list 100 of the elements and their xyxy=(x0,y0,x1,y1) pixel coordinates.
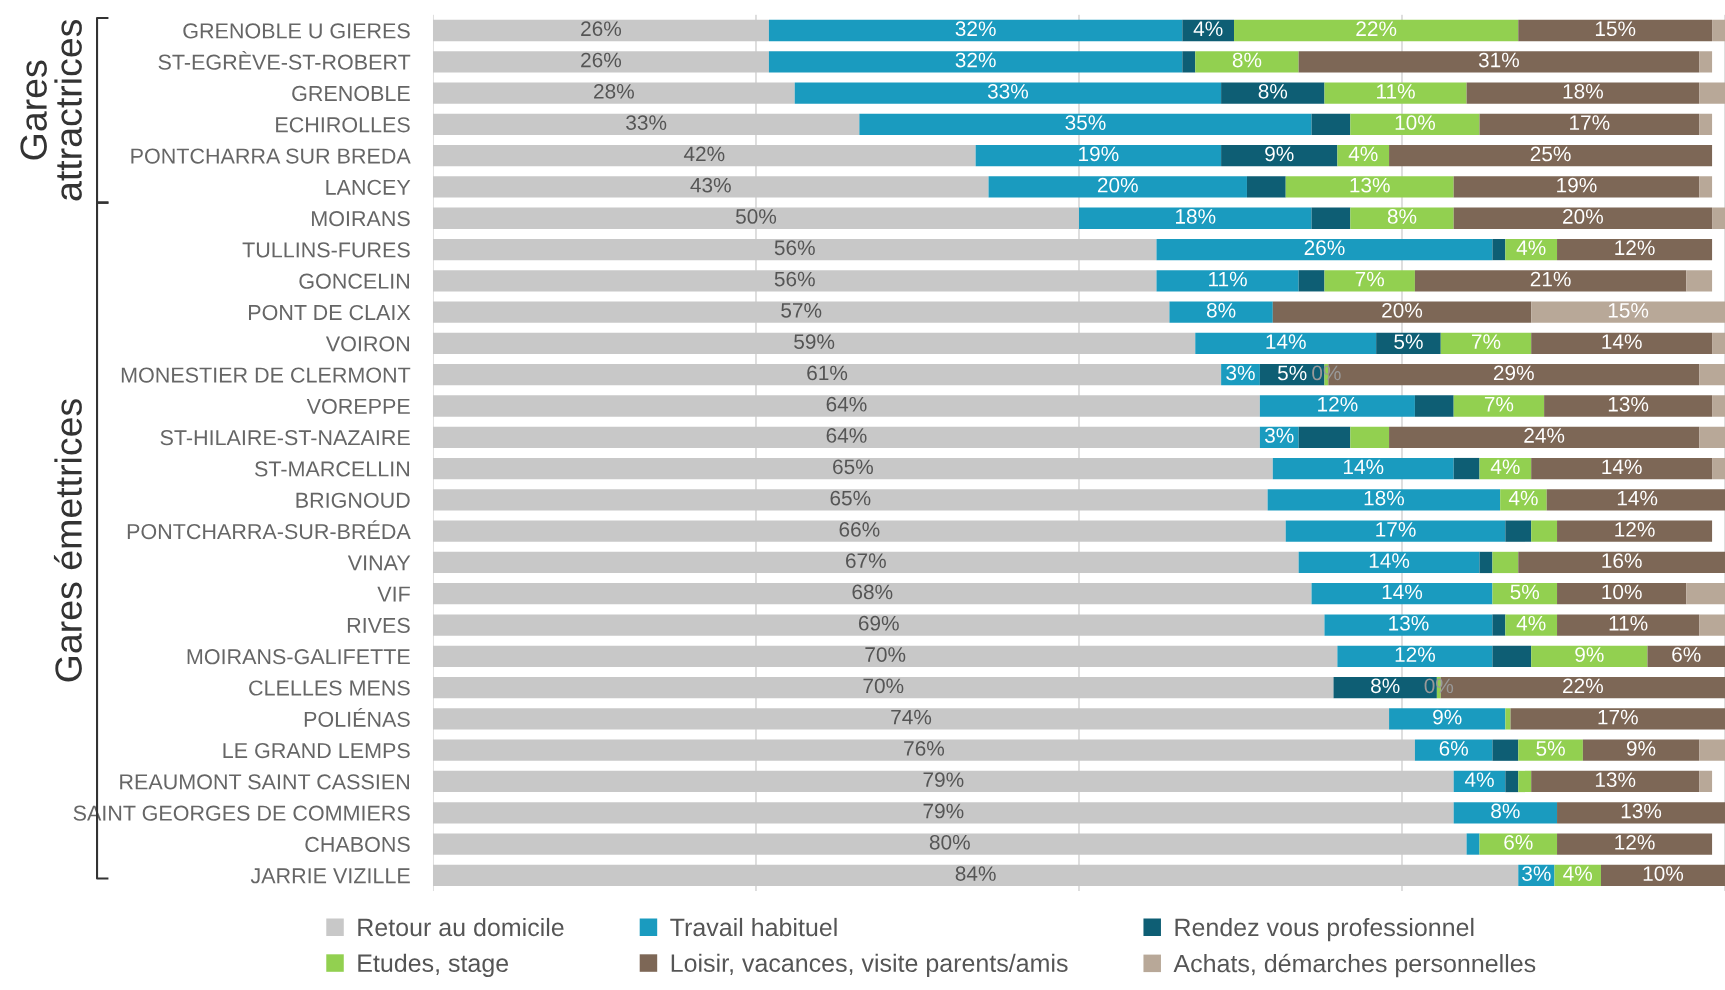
bar xyxy=(1311,113,1351,136)
bar xyxy=(1531,457,1713,480)
bar xyxy=(1350,113,1480,136)
data-label: 65% xyxy=(830,490,871,506)
y-tick-label: PONTCHARRA-SUR-BRÉDA xyxy=(127,520,411,540)
data-label: 3% xyxy=(1264,428,1294,443)
bar xyxy=(1414,270,1687,292)
bar xyxy=(1414,395,1454,417)
data-label: 66% xyxy=(839,521,880,537)
bar xyxy=(988,176,1247,198)
data-label: 4% xyxy=(1193,21,1223,37)
data-label: 18% xyxy=(1364,490,1405,506)
data-label: 68% xyxy=(852,584,893,600)
data-label: 8% xyxy=(1206,302,1236,318)
bar xyxy=(1324,82,1467,104)
data-label: 13% xyxy=(1350,177,1390,193)
data-label: 32% xyxy=(955,21,996,37)
data-label: 11% xyxy=(1209,271,1247,287)
data-label: 20% xyxy=(1097,177,1138,193)
bar xyxy=(1531,332,1713,355)
data-label: 9% xyxy=(1433,709,1462,725)
bar xyxy=(1453,395,1545,417)
y-tick-label: TULLINS-FURES xyxy=(242,242,410,258)
data-label: 70% xyxy=(865,647,906,662)
data-label: 28% xyxy=(594,83,634,99)
bar xyxy=(1453,457,1480,480)
y-tick-label: GRENOBLE U GIERES xyxy=(183,23,410,39)
bar xyxy=(1557,520,1713,542)
bar xyxy=(1285,176,1454,198)
bar xyxy=(1389,708,1506,730)
y-tick-label: MOIRANS-GALIFETTE xyxy=(187,649,410,665)
data-label: 18% xyxy=(1176,209,1216,224)
bar xyxy=(1557,833,1713,855)
data-label: 35% xyxy=(1065,115,1106,130)
data-label: 12% xyxy=(1395,647,1436,662)
bar xyxy=(1505,520,1532,542)
bar xyxy=(1531,301,1725,323)
text: Gares attractrices xyxy=(20,19,82,201)
bar xyxy=(1479,551,1493,574)
data-label: 6% xyxy=(1504,834,1533,850)
data-label: 8% xyxy=(1371,678,1400,694)
data-label: 19% xyxy=(1079,146,1119,162)
data-label: 5% xyxy=(1536,741,1565,756)
bar xyxy=(1156,270,1299,292)
data-label: 17% xyxy=(1598,709,1638,725)
bar xyxy=(1699,614,1725,636)
data-label: 56% xyxy=(774,271,815,287)
data-label: 15% xyxy=(1608,303,1649,318)
data-label: 7% xyxy=(1355,271,1385,287)
bar xyxy=(1350,207,1454,229)
bar xyxy=(1234,19,1519,42)
legend-label: Etudes, stage xyxy=(358,953,509,977)
data-label: 20% xyxy=(1563,209,1603,224)
data-label: 14% xyxy=(1617,490,1658,506)
bar xyxy=(1557,802,1725,824)
bar xyxy=(1311,207,1351,229)
data-label: 21% xyxy=(1530,271,1571,287)
data-label: 25% xyxy=(1530,146,1571,162)
bar xyxy=(1337,645,1493,667)
y-tick-label: PONT DE CLAIX xyxy=(249,304,411,321)
bar xyxy=(1699,82,1725,104)
data-label: 4% xyxy=(1490,459,1520,475)
data-label: 76% xyxy=(904,741,945,756)
data-label: 80% xyxy=(929,834,970,850)
bar xyxy=(1492,614,1506,636)
data-label: 64% xyxy=(826,428,867,443)
bar xyxy=(1453,207,1713,229)
y-tick-label: PONTCHARRA SUR BREDA xyxy=(131,148,411,164)
legend-label: Travail habituel xyxy=(670,917,837,937)
bar xyxy=(1453,176,1700,198)
data-label: 4% xyxy=(1563,866,1593,881)
data-label: 5% xyxy=(1510,584,1540,600)
data-label: 3% xyxy=(1226,365,1255,381)
data-label: 10% xyxy=(1602,584,1642,600)
y-tick-label: POLIÉNAS xyxy=(304,708,410,727)
data-label: 12% xyxy=(1615,521,1655,537)
data-label: 4% xyxy=(1508,490,1538,506)
bar xyxy=(1221,145,1338,167)
legend-label: Retour au domicile xyxy=(358,917,564,937)
bar xyxy=(1272,301,1532,323)
data-label: 26% xyxy=(581,21,622,37)
data-label: 10% xyxy=(1643,866,1684,881)
bar xyxy=(1272,457,1454,480)
data-label: 17% xyxy=(1376,522,1416,537)
data-label: 13% xyxy=(1621,803,1662,819)
bar xyxy=(975,145,1222,167)
y-tick-label: RIVES xyxy=(347,617,410,634)
text: Gares émettrices xyxy=(53,399,82,682)
bar xyxy=(1505,770,1519,793)
data-label: 69% xyxy=(858,615,899,631)
bar xyxy=(1324,270,1415,292)
bar xyxy=(1350,426,1390,448)
data-label: 57% xyxy=(781,303,822,318)
data-label: 14% xyxy=(1266,334,1306,349)
data-label: 14% xyxy=(1343,459,1384,475)
bar xyxy=(1492,645,1532,667)
data-label: 33% xyxy=(987,83,1029,99)
data-label: 42% xyxy=(683,146,725,162)
bar xyxy=(1324,614,1493,636)
y-tick-label: GONCELIN xyxy=(299,273,409,289)
